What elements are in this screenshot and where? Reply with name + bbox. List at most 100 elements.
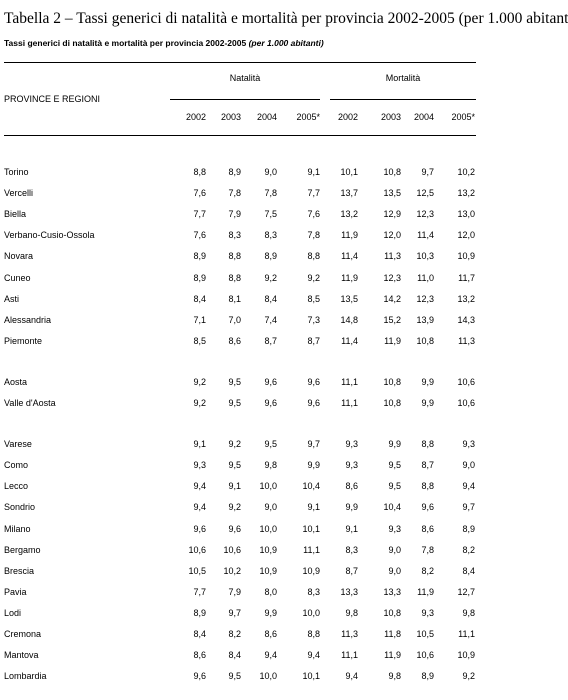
- cell: 9,6: [264, 398, 277, 408]
- cell: 9,5: [228, 376, 241, 387]
- cell: 8,8: [421, 439, 434, 450]
- cell: 8,3: [264, 230, 277, 241]
- cell: 8,4: [462, 565, 475, 576]
- rule: [170, 99, 320, 100]
- subtitle: Tassi generici di natalità e mortalità p…: [4, 38, 324, 48]
- cell: 11,7: [458, 272, 475, 283]
- cell: 12,3: [416, 209, 434, 220]
- cell: 10,1: [340, 167, 358, 177]
- row-label: Varese: [4, 439, 32, 450]
- cell: 9,2: [462, 671, 475, 682]
- cell: 8,4: [264, 293, 277, 304]
- cell: 10,9: [259, 544, 277, 555]
- cell: 9,7: [421, 167, 434, 177]
- rule: [330, 99, 476, 100]
- cell: 10,5: [188, 565, 206, 576]
- cell: 12,3: [383, 272, 401, 283]
- rule: [4, 62, 476, 63]
- cell: 11,3: [384, 251, 401, 262]
- cell: 9,2: [193, 376, 206, 387]
- cell: 11,3: [458, 335, 475, 346]
- cell: 11,9: [341, 272, 358, 283]
- cell: 10,6: [457, 376, 475, 387]
- cell: 9,1: [193, 439, 206, 450]
- cell: 8,0: [264, 586, 277, 597]
- cell: 8,9: [193, 272, 206, 283]
- cell: 7,8: [307, 230, 320, 241]
- cell: 9,4: [345, 671, 358, 682]
- row-label: Verbano-Cusio-Ossola: [4, 230, 95, 241]
- cell: 7,9: [228, 209, 241, 220]
- row-label: Lecco: [4, 481, 29, 492]
- column-header: 2002: [185, 112, 206, 122]
- cell: 10,6: [457, 398, 475, 408]
- cell: 8,4: [228, 650, 241, 661]
- cell: 8,8: [421, 481, 434, 492]
- cell: 10,8: [383, 607, 401, 618]
- row-label: Sondrio: [4, 502, 36, 513]
- cell: 9,0: [462, 460, 475, 471]
- cell: 9,7: [228, 607, 241, 618]
- cell: 9,2: [193, 398, 206, 408]
- column-header: 2003: [380, 112, 401, 122]
- cell: 10,2: [223, 565, 241, 576]
- cell: 9,8: [388, 671, 401, 682]
- cell: 8,6: [193, 650, 206, 661]
- cell: 12,0: [383, 230, 401, 241]
- cell: 11,9: [341, 230, 358, 241]
- cell: 8,8: [228, 251, 241, 262]
- cell: 9,9: [307, 460, 320, 471]
- cell: 7,0: [228, 314, 241, 325]
- cell: 10,8: [383, 376, 401, 387]
- cell: 9,2: [264, 272, 277, 283]
- cell: 11,1: [341, 650, 358, 661]
- cell: 8,4: [193, 293, 206, 304]
- cell: 9,9: [345, 502, 358, 513]
- cell: 14,2: [383, 293, 401, 304]
- column-header: 2003: [220, 112, 241, 122]
- cell: 10,5: [416, 629, 434, 639]
- cell: 10,6: [416, 650, 434, 661]
- row-label: Torino: [4, 167, 29, 177]
- cell: 9,5: [228, 671, 241, 682]
- cell: 9,6: [421, 502, 434, 513]
- cell: 11,4: [417, 230, 434, 241]
- cell: 10,8: [383, 398, 401, 408]
- column-header: 2002: [337, 112, 358, 122]
- cell: 9,3: [193, 460, 206, 471]
- cell: 13,7: [340, 188, 358, 199]
- cell: 7,4: [264, 314, 277, 325]
- title: Tabella 2 – Tassi generici di natalità e…: [4, 10, 568, 27]
- cell: 9,3: [345, 439, 358, 450]
- cell: 7,7: [307, 188, 320, 199]
- row-label: Bergamo: [4, 544, 41, 555]
- cell: 10,6: [223, 544, 241, 555]
- cell: 9,7: [307, 439, 320, 450]
- cell: 8,6: [421, 523, 434, 534]
- cell: 9,6: [307, 376, 320, 387]
- cell: 9,7: [462, 502, 475, 513]
- cell: 10,9: [457, 650, 475, 661]
- cell: 8,9: [462, 523, 475, 534]
- cell: 11,1: [303, 544, 320, 555]
- cell: 9,6: [193, 671, 206, 682]
- cell: 8,5: [193, 335, 206, 346]
- cell: 9,0: [388, 544, 401, 555]
- row-label: Brescia: [4, 565, 35, 576]
- cell: 7,8: [264, 188, 277, 199]
- cell: 9,2: [228, 502, 241, 513]
- cell: 9,5: [264, 439, 277, 450]
- column-header: 2004: [256, 112, 277, 122]
- cell: 11,9: [417, 586, 434, 597]
- cell: 7,8: [228, 188, 241, 199]
- cell: 8,2: [421, 565, 434, 576]
- cell: 13,3: [340, 586, 358, 597]
- row-label: Biella: [4, 209, 27, 220]
- cell: 10,9: [302, 565, 320, 576]
- cell: 9,3: [345, 460, 358, 471]
- group-header: Natalità: [229, 73, 261, 83]
- cell: 9,4: [462, 481, 475, 492]
- cell: 8,9: [421, 671, 434, 682]
- cell: 8,6: [345, 481, 358, 492]
